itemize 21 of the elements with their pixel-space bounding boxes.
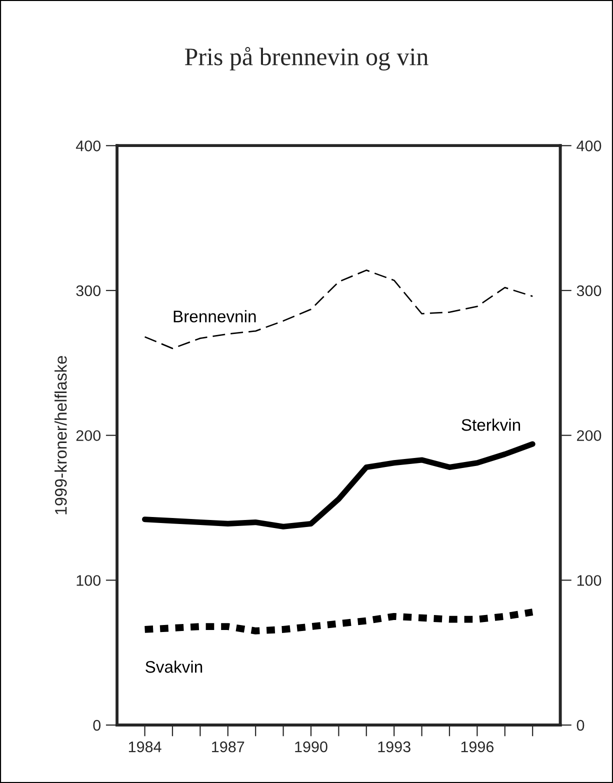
- y2-tick-label: 300: [576, 285, 602, 296]
- y-tick-label: 100: [76, 575, 101, 586]
- y-tick-label: 0: [93, 720, 101, 731]
- x-tick-label: 1993: [378, 741, 410, 752]
- y-axis-title: 1999-kroner/helflaske: [54, 356, 67, 514]
- series-label: Sterkvin: [462, 418, 520, 431]
- line-series: [144, 270, 534, 350]
- series-label: Brennevnin: [174, 310, 256, 322]
- y-tick-label: 400: [76, 140, 101, 152]
- y-tick-label: 200: [76, 430, 101, 442]
- y-tick-label: 300: [76, 285, 101, 296]
- series-label: Svakvin: [146, 660, 202, 673]
- x-tick-label: 1987: [212, 741, 244, 752]
- y2-tick-label: 0: [576, 720, 584, 731]
- y2-tick-label: 100: [577, 575, 602, 586]
- chart-title: Pris på brennevin og vin: [185, 46, 428, 70]
- x-tick-label: 1990: [295, 741, 328, 752]
- y2-tick-label: 200: [577, 430, 602, 442]
- y2-tick-label: 400: [576, 140, 602, 152]
- x-tick-label: 1996: [461, 741, 494, 752]
- x-tick-label: 1984: [128, 741, 162, 752]
